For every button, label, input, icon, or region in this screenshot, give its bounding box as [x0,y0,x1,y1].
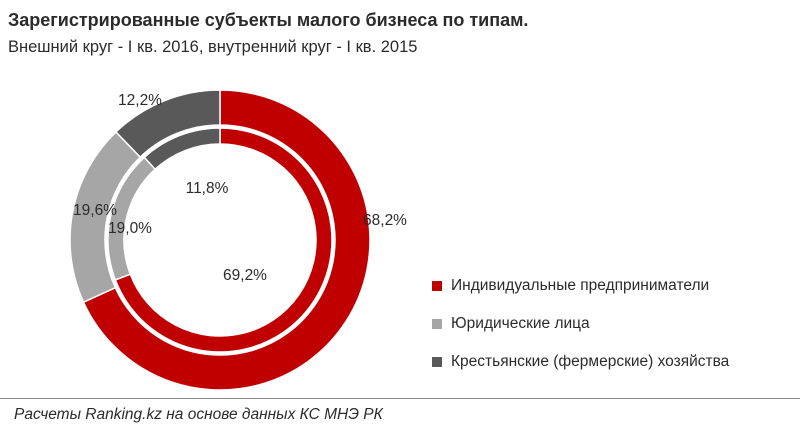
outer-label-farm: 12,2% [118,92,162,109]
inner-slice-farm [143,127,221,171]
legend-item-farm: Крестьянские (фермерские) хозяйства [432,352,729,372]
legend-item-legal: Юридические лица [432,314,729,334]
outer-label-individual: 68,2% [363,212,407,229]
legend-swatch-icon [432,281,442,291]
chart-legend: Индивидуальные предприниматели Юридическ… [432,276,729,390]
outer-label-legal: 19,6% [73,202,117,219]
inner-label-legal: 19,0% [108,220,152,237]
inner-label-individual: 69,2% [223,267,267,284]
donut-chart: 68,2% 19,6% 12,2% 69,2% 19,0% 11,8% [69,89,407,391]
legend-swatch-icon [432,357,442,367]
source-note: Расчеты Ranking.kz на основе данных КС М… [14,406,383,423]
legend-label: Индивидуальные предприниматели [451,277,710,294]
legend-item-individual: Индивидуальные предприниматели [432,276,729,296]
footer-divider [0,398,800,399]
chart-subtitle: Внешний круг - I кв. 2016, внутренний кр… [8,38,418,56]
chart-title: Зарегистрированные субъекты малого бизне… [8,10,529,30]
outer-slice-farm [114,89,221,159]
inner-label-farm: 11,8% [186,180,229,197]
legend-swatch-icon [432,319,442,329]
legend-label: Юридические лица [451,315,590,332]
outer-slice-individual [82,89,371,391]
legend-label: Крестьянские (фермерские) хозяйства [451,353,730,370]
